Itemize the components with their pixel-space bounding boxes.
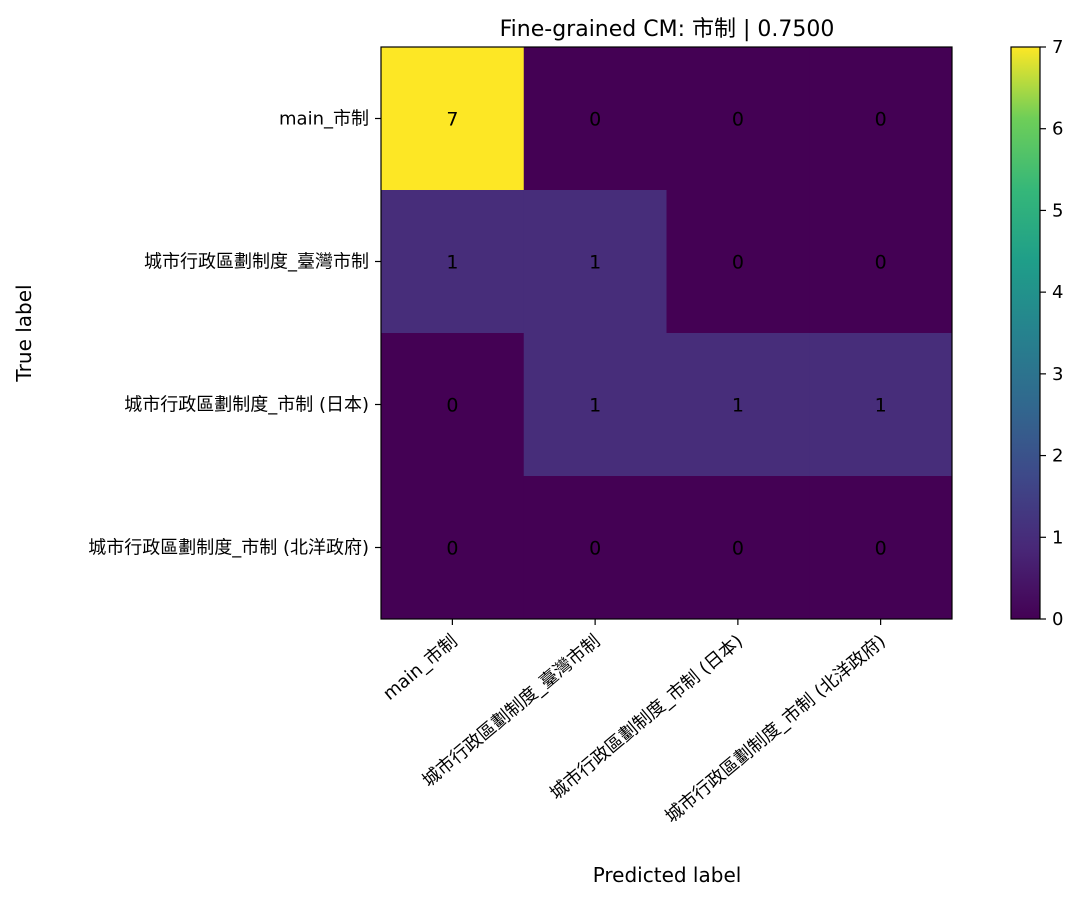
heatmap-cell — [523, 47, 667, 191]
cell-value-label: 0 — [875, 538, 887, 560]
heatmap-cell — [523, 190, 667, 334]
heatmap-cell — [381, 333, 525, 477]
heatmap-cell — [666, 47, 810, 191]
heatmap-cell — [809, 476, 953, 620]
heatmap-cell — [523, 476, 667, 620]
cell-value-label: 0 — [589, 538, 601, 560]
x-tick-label: 城市行政區劃制度_市制 (北洋政府) — [661, 631, 890, 828]
cell-value-label: 1 — [589, 252, 601, 274]
cell-value-label: 1 — [875, 395, 887, 417]
cell-value-label: 0 — [446, 395, 458, 417]
heatmap-cell — [381, 190, 525, 334]
heatmap-cell — [523, 333, 667, 477]
colorbar-tick-label: 2 — [1052, 446, 1063, 467]
colorbar-tick-label: 1 — [1052, 527, 1063, 548]
heatmap-cell — [666, 476, 810, 620]
cell-value-label: 1 — [446, 252, 458, 274]
heatmap-cell — [809, 47, 953, 191]
colorbar-tick-label: 3 — [1052, 364, 1063, 385]
y-tick-label: 城市行政區劃制度_市制 (日本) — [124, 395, 369, 416]
chart-title: Fine-grained CM: 市制 | 0.7500 — [500, 17, 835, 42]
heatmap-cells: 7 0 0 0 1 1 0 0 0 1 1 1 0 0 0 0 — [381, 47, 953, 620]
heatmap-cell — [809, 190, 953, 334]
heatmap-cell — [381, 476, 525, 620]
colorbar-tick-label: 6 — [1052, 119, 1063, 140]
heatmap-cell — [809, 333, 953, 477]
colorbar — [1010, 46, 1041, 620]
cell-value-label: 0 — [589, 109, 601, 131]
cell-value-label: 1 — [589, 395, 601, 417]
cell-value-label: 1 — [732, 395, 744, 417]
heatmap-cell — [666, 190, 810, 334]
heatmap-cell — [666, 333, 810, 477]
y-tick-label: 城市行政區劃制度_臺灣市制 — [144, 252, 369, 273]
y-axis-label: True label — [12, 284, 36, 382]
x-axis-label: Predicted label — [593, 863, 742, 887]
plot-frame — [380, 46, 953, 620]
colorbar-tick-label: 4 — [1052, 282, 1063, 303]
colorbar-tick-label: 0 — [1052, 609, 1063, 630]
cell-value-label: 0 — [732, 252, 744, 274]
cell-value-label: 0 — [446, 538, 458, 560]
colorbar-tick-label: 7 — [1052, 37, 1063, 58]
y-tick-label: 城市行政區劃制度_市制 (北洋政府) — [88, 538, 369, 559]
colorbar-tick-label: 5 — [1052, 200, 1063, 221]
heatmap-cell — [381, 47, 525, 191]
cell-value-label: 7 — [446, 109, 458, 131]
cell-value-label: 0 — [732, 538, 744, 560]
cell-value-label: 0 — [875, 252, 887, 274]
x-tick-label: main_市制 — [379, 631, 461, 705]
y-tick-label: main_市制 — [279, 109, 369, 130]
cell-value-label: 0 — [875, 109, 887, 131]
colorbar-ticks: 0 1 2 3 4 5 6 7 — [1040, 37, 1063, 630]
cell-value-label: 0 — [732, 109, 744, 131]
